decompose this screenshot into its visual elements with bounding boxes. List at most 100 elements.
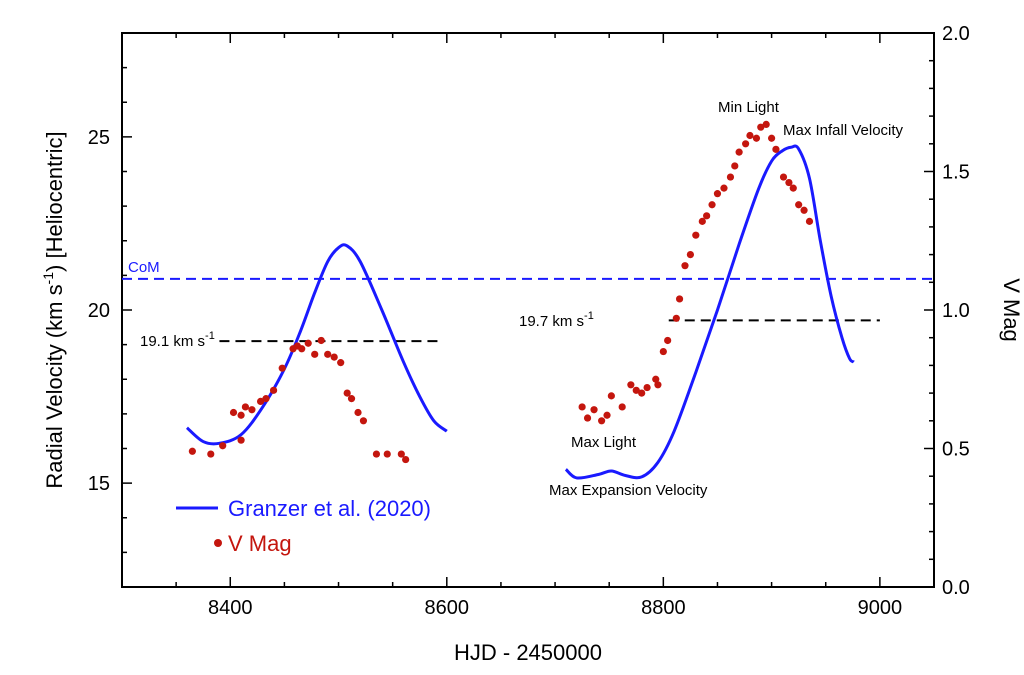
vmag-point	[762, 120, 770, 129]
vmag-point	[742, 140, 750, 148]
vmag-point	[188, 447, 196, 455]
ref-label-left-sup: -1	[205, 330, 215, 342]
com-label: CoM	[128, 259, 160, 276]
x-tick-label: 9000	[858, 597, 903, 619]
y2-tick-label: 0.5	[942, 439, 970, 461]
vmag-point	[354, 408, 362, 417]
vmag-point	[686, 251, 695, 259]
vmag-point	[304, 339, 312, 347]
vmag-point	[752, 134, 761, 142]
ref-label-left: 19.1 km s-1	[140, 330, 215, 350]
vmag-point	[746, 131, 754, 140]
annotation-min-light: Min Light	[718, 99, 780, 116]
annotation-max-infall: Max Infall Velocity	[783, 122, 904, 139]
vmag-point	[681, 262, 689, 270]
annotation-max-light: Max Light	[571, 434, 637, 451]
y-tick-label: 25	[88, 127, 110, 149]
vmag-point	[317, 336, 325, 345]
ref-label-right: 19.7 km s-1	[519, 310, 594, 330]
vmag-point	[720, 184, 728, 192]
vmag-point	[347, 395, 356, 403]
vmag-point	[237, 436, 245, 444]
vmag-point	[692, 231, 700, 239]
annotation-max-expansion: Max Expansion Velocity	[549, 482, 708, 499]
vmag-point	[772, 145, 780, 153]
vmag-point	[800, 206, 808, 214]
vmag-point	[726, 173, 735, 181]
vmag-point	[229, 408, 238, 417]
vmag-point	[672, 314, 680, 322]
vmag-point	[675, 295, 684, 303]
vmag-point	[262, 395, 270, 403]
model-curve-segment-2	[564, 144, 855, 480]
vmag-point	[785, 178, 793, 187]
vmag-point	[703, 212, 711, 220]
ref-label-left-main: 19.1 km s	[140, 333, 205, 350]
vmag-point	[269, 386, 278, 394]
y-tick-label: 15	[88, 473, 110, 495]
vmag-point	[237, 411, 245, 419]
vmag-point	[207, 450, 215, 458]
legend: Granzer et al. (2020) V Mag	[176, 496, 431, 556]
vmag-point	[708, 201, 716, 209]
vmag-point	[652, 375, 660, 383]
vmag-point	[578, 403, 586, 411]
vmag-point	[627, 381, 635, 389]
x-tick-label: 8800	[641, 597, 686, 619]
axis-ticks	[121, 32, 935, 588]
ref-label-right-sup: -1	[584, 310, 594, 322]
y2-tick-label: 1.0	[942, 300, 970, 322]
x-tick-label: 8400	[208, 597, 253, 619]
ref-label-right-main: 19.7 km s	[519, 313, 584, 330]
vmag-point	[372, 450, 381, 458]
vmag-point	[583, 414, 592, 422]
vmag-point	[219, 442, 227, 450]
x-axis-title: HJD - 2450000	[454, 640, 602, 665]
vmag-point	[779, 173, 788, 181]
vmag-point	[768, 134, 776, 142]
y-axis-title: Radial Velocity (km s-1) [Heliocentric]	[40, 131, 67, 488]
vmag-point	[278, 364, 286, 372]
y2-tick-label: 2.0	[942, 23, 970, 45]
legend-model-label: Granzer et al. (2020)	[228, 496, 431, 521]
vmag-point	[256, 397, 265, 406]
vmag-point	[248, 406, 256, 414]
vmag-point	[603, 411, 611, 419]
vmag-point	[789, 184, 797, 192]
vmag-point	[298, 345, 306, 353]
vmag-point	[795, 201, 803, 209]
vmag-point	[402, 455, 410, 464]
y2-tick-label: 0.0	[942, 577, 970, 599]
y-axis-title-tail: ) [Heliocentric]	[42, 131, 67, 272]
vmag-point	[607, 392, 615, 400]
vmag-point	[698, 217, 706, 225]
vmag-point	[618, 403, 626, 411]
vmag-point	[324, 350, 332, 358]
vmag-point	[643, 383, 651, 392]
vmag-point	[383, 450, 391, 458]
vmag-point	[659, 347, 667, 356]
vmag-point	[654, 381, 662, 389]
vmag-point	[397, 450, 405, 458]
legend-vmag-label: V Mag	[228, 531, 292, 556]
y-axis-title-sup: -1	[40, 272, 56, 285]
vmag-point	[598, 417, 606, 425]
vmag-point	[713, 190, 722, 198]
vmag-point	[805, 217, 814, 225]
vmag-point	[343, 389, 351, 397]
x-tick-label: 8600	[425, 597, 470, 619]
y2-axis-title: V Mag	[999, 278, 1024, 342]
data-series	[185, 120, 855, 480]
y2-tick-label: 1.5	[942, 162, 970, 184]
vmag-point	[337, 359, 345, 367]
vmag-point	[590, 406, 598, 414]
vmag-point	[735, 148, 743, 156]
legend-vmag-swatch	[214, 539, 222, 547]
model-curve-segment-1	[185, 243, 448, 446]
vmag-point	[632, 386, 640, 394]
vmag-point	[664, 336, 672, 345]
vmag-point	[241, 403, 250, 411]
vmag-point	[731, 162, 739, 170]
y-tick-label: 20	[88, 300, 110, 322]
